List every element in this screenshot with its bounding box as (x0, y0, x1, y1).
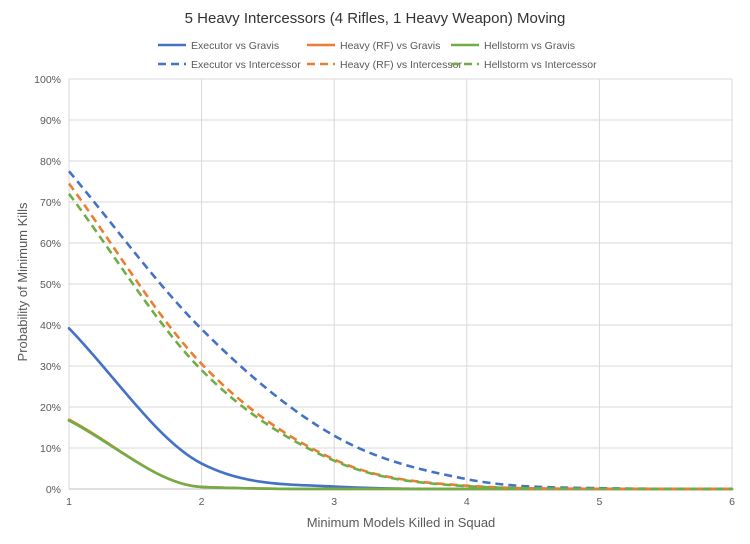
legend-label: Heavy (RF) vs Intercessor (340, 59, 462, 71)
legend-label: Hellstorm vs Gravis (484, 40, 575, 52)
series-lines (67, 170, 734, 491)
y-tick-label: 10% (40, 443, 61, 455)
legend-item-executor-vs-gravis: Executor vs Gravis (158, 40, 279, 52)
x-tick-label: 4 (464, 496, 470, 508)
legend-label: Executor vs Intercessor (191, 59, 301, 71)
x-tick-label: 5 (596, 496, 602, 508)
y-tick-label: 90% (40, 115, 61, 127)
y-tick-label: 40% (40, 320, 61, 332)
x-tick-label: 3 (331, 496, 337, 508)
y-tick-label: 80% (40, 156, 61, 168)
series-line-hellstorm-vs-intercessor (67, 193, 733, 491)
legend-label: Heavy (RF) vs Gravis (340, 40, 440, 52)
y-tick-label: 100% (34, 74, 61, 86)
y-axis-title: Probability of Minimum Kills (15, 202, 30, 361)
x-tick-label: 2 (199, 496, 205, 508)
legend-item-hellstorm-vs-intercessor: Hellstorm vs Intercessor (451, 59, 597, 71)
y-tick-label: 20% (40, 402, 61, 414)
series-line-executor-vs-intercessor (68, 170, 733, 491)
legend-item-hellstorm-vs-gravis: Hellstorm vs Gravis (451, 40, 575, 52)
x-tick-label: 6 (729, 496, 735, 508)
y-tick-label: 0% (46, 484, 61, 496)
y-tick-label: 50% (40, 279, 61, 291)
legend-item-executor-vs-intercessor: Executor vs Intercessor (158, 59, 301, 71)
legend-item-heavy-rf-vs-gravis: Heavy (RF) vs Gravis (307, 40, 440, 52)
legend-label: Hellstorm vs Intercessor (484, 59, 597, 71)
y-tick-label: 30% (40, 361, 61, 373)
x-tick-label: 1 (66, 496, 72, 508)
x-axis-title: Minimum Models Killed in Squad (307, 515, 496, 530)
grid (68, 78, 733, 490)
axis-ticks: 0% 10% 20% 30% 40% 50% 60% 70% 80% 90% 100% 1 2 3 4 5 6 (34, 74, 735, 508)
series-line-heavy-rf-vs-intercessor (67, 182, 733, 491)
legend-label: Executor vs Gravis (191, 40, 279, 52)
chart-title: 5 Heavy Intercessors (4 Rifles, 1 Heavy … (185, 10, 566, 27)
series-line-executor-vs-gravis (67, 326, 734, 491)
y-tick-label: 70% (40, 197, 61, 209)
legend-item-heavy-rf-vs-intercessor: Heavy (RF) vs Intercessor (307, 59, 462, 71)
y-tick-label: 60% (40, 238, 61, 250)
legend: Executor vs Gravis Heavy (RF) vs Gravis He… (158, 40, 597, 71)
